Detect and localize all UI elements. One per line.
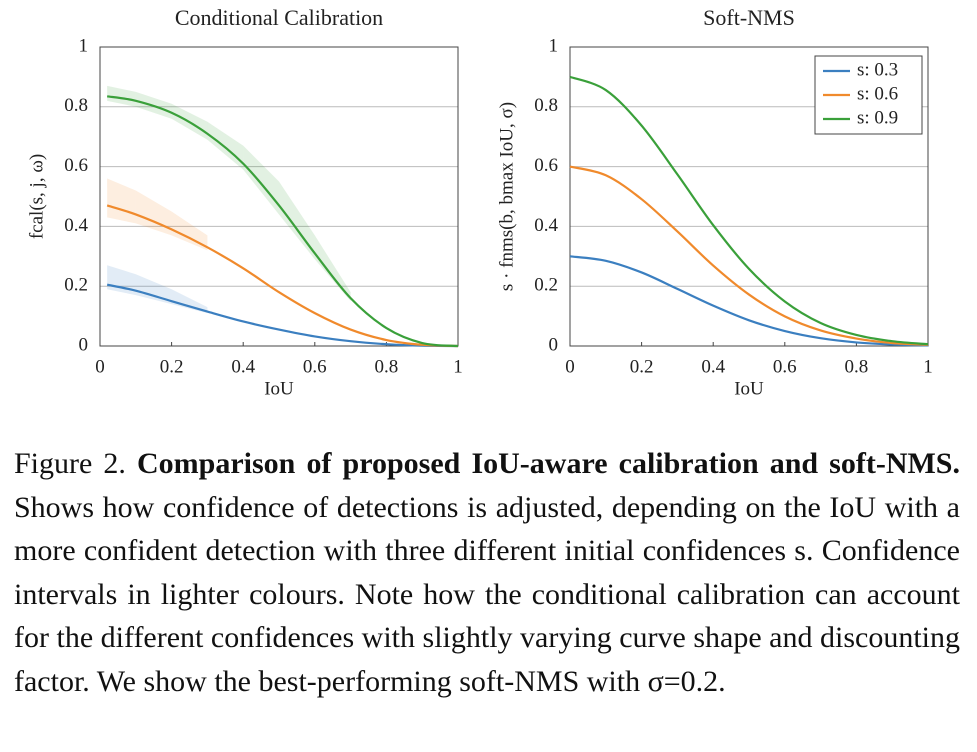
confidence-band (135, 274, 172, 305)
x-tick-label: 1 (923, 356, 933, 377)
x-tick-label: 0.6 (303, 356, 327, 377)
y-axis-label: fcal(s, j, ω) (26, 154, 47, 239)
y-tick-label: 0.4 (64, 215, 88, 236)
y-tick-label: 0.6 (534, 155, 558, 176)
y-tick-label: 1 (549, 35, 559, 56)
x-axis-label: IoU (264, 378, 294, 399)
line (106, 204, 459, 348)
confidence-band (107, 85, 136, 107)
caption: Figure 2. Comparison of proposed IoU-awa… (14, 442, 960, 703)
x-tick-label: 0.8 (845, 356, 869, 377)
y-tick-label: 0.8 (64, 95, 88, 116)
chart-title: Conditional Calibration (175, 5, 383, 30)
line (106, 95, 459, 348)
line (106, 283, 459, 348)
legend-label: s: 0.9 (857, 107, 898, 128)
confidence-band (135, 190, 172, 236)
y-tick-label: 0.6 (64, 155, 88, 176)
x-tick-label: 0.8 (375, 356, 399, 377)
y-axis-label: s · fnms(b, bmax IoU, σ) (496, 102, 517, 291)
chart-title: Soft-NMS (703, 5, 795, 30)
confidence-band (171, 211, 208, 251)
x-tick-label: 0.4 (701, 356, 725, 377)
x-tick-label: 0 (565, 356, 575, 377)
x-tick-label: 0.6 (773, 356, 797, 377)
confidence-band (314, 235, 351, 302)
confidence-band (107, 265, 136, 296)
confidence-band (171, 289, 208, 314)
caption-text: Shows how confidence of detections is ad… (14, 490, 960, 698)
plot-frame (99, 46, 459, 347)
caption-bold: Comparison of proposed IoU-aware calibra… (137, 447, 960, 480)
line (569, 75, 929, 346)
x-axis-label: IoU (734, 378, 764, 399)
x-tick-label: 1 (453, 356, 463, 377)
plot-frame (569, 46, 929, 347)
y-tick-label: 0 (549, 334, 559, 355)
confidence-band (207, 121, 244, 170)
y-tick-label: 0.2 (534, 275, 558, 296)
x-tick-label: 0.2 (160, 356, 184, 377)
y-tick-label: 0 (79, 334, 89, 355)
line (569, 165, 929, 346)
legend-label: s: 0.6 (857, 83, 898, 104)
confidence-band (243, 145, 279, 215)
y-tick-label: 0.2 (64, 275, 88, 296)
x-tick-label: 0 (95, 356, 105, 377)
y-tick-label: 0.8 (534, 95, 558, 116)
confidence-band (107, 178, 136, 224)
figure: Conditional Calibration IoU fcal(s, j, ω) 0… (26, 5, 933, 399)
x-tick-label: 0.4 (231, 356, 255, 377)
caption-label: Figure 2. (14, 447, 126, 480)
x-tick-label: 0.2 (630, 356, 654, 377)
legend-label: s: 0.3 (857, 59, 898, 80)
line (569, 255, 929, 347)
y-tick-label: 0.4 (534, 215, 558, 236)
y-tick-label: 1 (79, 35, 89, 56)
